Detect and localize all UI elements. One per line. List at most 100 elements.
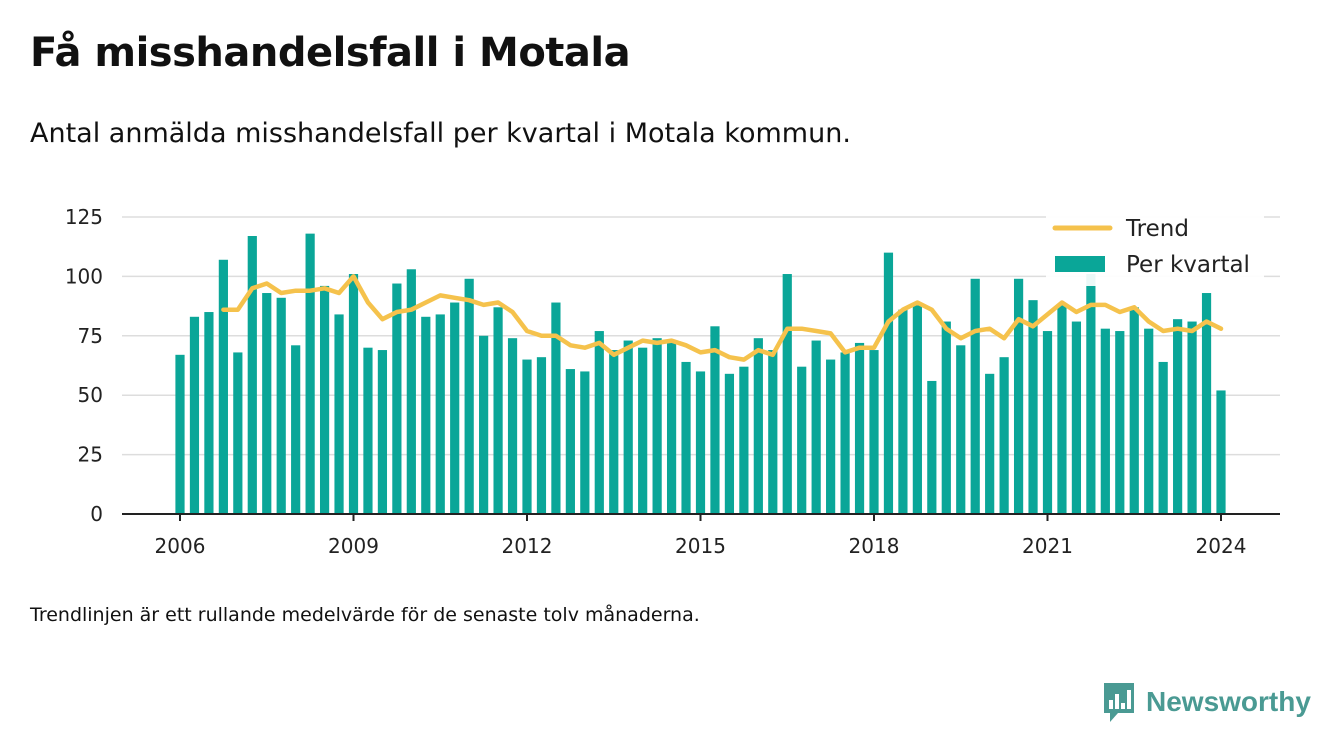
- bar: [710, 326, 720, 514]
- bar: [1057, 304, 1067, 514]
- x-tick-label: 2012: [502, 534, 553, 558]
- bar: [782, 274, 792, 514]
- legend-bar-label: Per kvartal: [1126, 252, 1250, 278]
- bar: [1071, 321, 1082, 514]
- bar: [768, 350, 778, 514]
- bar: [1187, 321, 1197, 514]
- bar: [421, 316, 431, 514]
- bar: [233, 352, 243, 514]
- bar: [638, 347, 648, 514]
- bar: [1173, 319, 1183, 514]
- trend-series: [221, 274, 1224, 362]
- x-tick-label: 2006: [155, 534, 206, 558]
- bar-series: [175, 233, 1226, 514]
- bar: [797, 366, 807, 514]
- y-tick-label: 100: [65, 264, 103, 288]
- bar: [377, 350, 388, 514]
- bar: [970, 278, 980, 514]
- trend-line: [221, 274, 1224, 362]
- bar: [666, 342, 677, 514]
- x-tick-label: 2018: [849, 534, 900, 558]
- bar: [999, 357, 1009, 514]
- bar: [276, 297, 286, 514]
- x-tick-label: 2021: [1022, 534, 1073, 558]
- y-tick-label: 50: [78, 383, 103, 407]
- bar: [1042, 331, 1053, 514]
- bar: [1115, 331, 1125, 514]
- bar: [1201, 293, 1212, 514]
- y-tick-label: 75: [78, 324, 103, 348]
- bar: [985, 373, 995, 514]
- bar: [681, 361, 691, 514]
- bar: [319, 285, 330, 514]
- bar: [1158, 361, 1168, 514]
- bar: [189, 316, 200, 514]
- bar: [348, 274, 359, 514]
- footnote: Trendlinjen är ett rullande medelvärde f…: [30, 604, 700, 626]
- bar: [435, 314, 445, 514]
- y-tick-label: 25: [78, 443, 103, 467]
- bar: [956, 345, 966, 514]
- bar: [652, 338, 662, 514]
- bar: [1028, 300, 1038, 514]
- bar: [811, 340, 821, 514]
- bar: [247, 236, 257, 514]
- legend: Trend Per kvartal: [1046, 208, 1264, 286]
- bar: [1086, 274, 1096, 514]
- bar: [1144, 328, 1154, 514]
- bar: [305, 233, 315, 514]
- bar: [1129, 307, 1139, 514]
- bar: [507, 338, 518, 514]
- chart-subtitle: Antal anmälda misshandelsfall per kvarta…: [30, 118, 851, 149]
- bar: [218, 259, 228, 514]
- bar: [941, 321, 951, 514]
- bar: [450, 302, 460, 514]
- bar: [291, 345, 301, 514]
- chart-title: Få misshandelsfall i Motala: [30, 30, 631, 76]
- bar: [695, 371, 706, 514]
- bar: [826, 359, 836, 514]
- bar: [363, 347, 373, 514]
- bar: [464, 278, 474, 514]
- bar: [739, 366, 749, 514]
- bar: [1013, 278, 1024, 514]
- bar: [1216, 390, 1226, 514]
- bar: [724, 373, 735, 514]
- legend-background: [1046, 208, 1264, 286]
- bar: [580, 371, 590, 514]
- bar: [927, 380, 937, 514]
- bar: [334, 314, 344, 514]
- axes: 0 25 50 75 100 125 2006 2009 2012 2015 2018 2021 202…: [65, 205, 1280, 558]
- bar: [204, 312, 214, 514]
- bar: [551, 302, 561, 514]
- bar: [609, 350, 619, 514]
- chart-area: 0 25 50 75 100 125 2006 2009 2012 2015 2018 2021 202…: [65, 205, 1280, 558]
- bar: [536, 357, 547, 514]
- bar: [1100, 328, 1110, 514]
- bar: [262, 293, 272, 514]
- bar: [565, 369, 575, 514]
- bar: [522, 359, 532, 514]
- y-tick-label: 0: [90, 502, 103, 526]
- bar: [175, 354, 185, 514]
- bar: [594, 331, 604, 514]
- legend-trend-label: Trend: [1125, 216, 1189, 242]
- brand-name: Newsworthy: [1146, 686, 1311, 717]
- bar: [854, 342, 865, 514]
- bar: [493, 307, 503, 514]
- bar: [883, 252, 894, 514]
- bar: [912, 302, 922, 514]
- x-tick-label: 2009: [328, 534, 379, 558]
- bar: [406, 269, 416, 514]
- newsworthy-logo-icon: [1104, 683, 1134, 722]
- bar: [392, 283, 402, 514]
- legend-bar-swatch: [1055, 256, 1105, 272]
- x-tick-label: 2024: [1196, 534, 1247, 558]
- bar: [869, 350, 879, 514]
- bar: [898, 309, 908, 514]
- x-tick-label: 2015: [675, 534, 726, 558]
- bar: [479, 335, 489, 514]
- bar: [840, 352, 850, 514]
- y-tick-label: 125: [65, 205, 103, 229]
- brand-logo[interactable]: Newsworthy: [1102, 680, 1311, 724]
